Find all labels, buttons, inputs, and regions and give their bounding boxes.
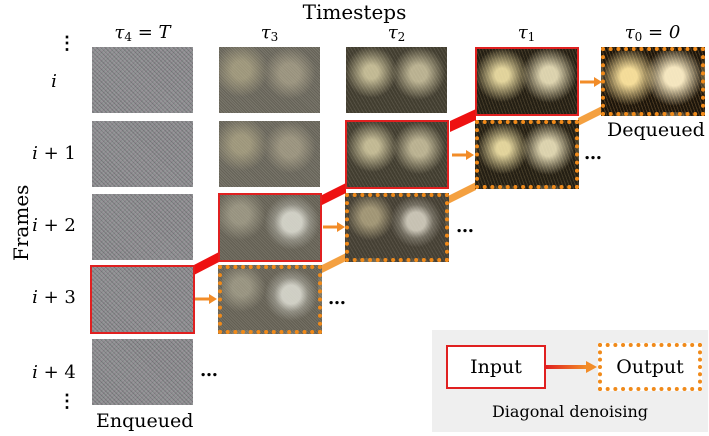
legend-input-label: Input [470, 356, 522, 378]
frame-i2-tau3-input [218, 193, 322, 262]
ellipsis-i2: … [456, 216, 475, 237]
arrow-frame-i-plus-3 [195, 294, 217, 304]
frame-i1-tau4 [92, 121, 193, 187]
ellipsis-i1: … [584, 143, 603, 164]
ellipsis-i3: … [328, 288, 347, 309]
frame-label-i-plus-1: i + 1 [32, 143, 76, 164]
legend-caption: Diagonal denoising [491, 402, 649, 421]
timestep-label-tau4: τ4 = T [114, 22, 171, 44]
timestep-label-tau2: τ2 [387, 22, 406, 44]
frame-i1-tau3 [219, 121, 320, 187]
ellipsis-i4: … [200, 360, 219, 381]
frame-i-tau3 [219, 47, 320, 113]
frame-i-tau4 [92, 47, 193, 113]
diagonal-trail-segment-2 [448, 182, 476, 204]
arrow-frame-i-plus-1 [452, 150, 474, 160]
enqueued-label: Enqueued [96, 410, 194, 432]
frame-i2-tau4 [92, 194, 193, 260]
frame-i-tau0-output [601, 47, 705, 116]
legend-output-label: Output [616, 356, 684, 378]
timesteps-title: Timesteps [302, 0, 407, 24]
diagonal-trail-segment-1 [320, 252, 348, 274]
frame-i1-tau1-output [475, 120, 579, 189]
timestep-label-tau0: τ0 = 0 [624, 22, 681, 44]
frame-label-i-plus-3: i + 3 [32, 287, 76, 308]
diagonal-band-segment-2 [320, 183, 346, 206]
frame-i2-tau2-output [345, 193, 449, 262]
diagonal-trail-segment-3 [578, 104, 606, 126]
timestep-label-tau3: τ3 [260, 22, 279, 44]
frame-i-tau1-input [475, 47, 579, 116]
frame-i3-tau3-output [218, 265, 322, 334]
legend-input-box: Input [446, 345, 546, 389]
arrow-frame-i-plus-2 [323, 222, 345, 232]
diagonal-band-segment-3 [450, 109, 476, 132]
frame-i-tau2 [346, 47, 447, 113]
frame-i3-tau4-input [90, 265, 195, 334]
arrow-frame-i [580, 77, 602, 87]
frame-label-i-plus-4: i + 4 [32, 362, 76, 383]
timestep-label-tau1: τ1 [517, 22, 536, 44]
frame-label-i: i [51, 71, 57, 92]
frame-i1-tau2-input [345, 120, 449, 189]
frame-label-i-plus-2: i + 2 [32, 215, 76, 236]
legend-panel: Input Output Diagonal denoising [432, 330, 708, 432]
dequeued-label: Dequeued [607, 119, 705, 141]
legend-arrow-icon [546, 361, 597, 373]
frame-i4-tau4 [92, 339, 193, 405]
diagonal-band-segment-1 [192, 252, 219, 276]
legend-output-box: Output [598, 343, 702, 391]
